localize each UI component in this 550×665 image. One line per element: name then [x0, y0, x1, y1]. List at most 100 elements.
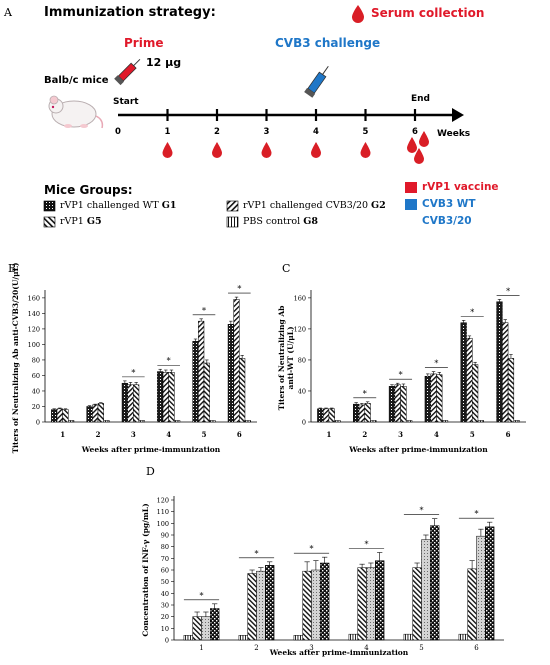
bar: [370, 420, 377, 423]
bar: [256, 570, 266, 641]
x-tick-label: 5: [419, 644, 423, 652]
wt-legend-label: CVB3 WT: [422, 198, 476, 210]
y-tick-label: 140: [28, 310, 40, 318]
wt-swatch: [405, 199, 417, 210]
bar: [317, 408, 324, 423]
y-tick-label: 0: [302, 419, 306, 427]
bar: [403, 633, 413, 641]
bar: [233, 299, 240, 423]
y-tick-label: 70: [161, 555, 169, 563]
x-tick-label: 4: [166, 430, 171, 439]
bar: [424, 375, 431, 423]
y-tick-label: 120: [157, 497, 169, 505]
y-tick-label: 100: [28, 341, 40, 349]
x-tick-label: 6: [237, 430, 242, 439]
bar: [174, 420, 181, 423]
bar: [56, 408, 63, 423]
y-axis-label: Titers of Neutralizing Ab anti-CVB3/20(U…: [11, 263, 20, 454]
bar: [322, 408, 330, 423]
timeline-tick-label: 1: [164, 127, 171, 137]
significance-star: *: [399, 371, 403, 380]
bar: [201, 616, 211, 641]
panel-a-letter: A: [4, 6, 12, 19]
x-tick-label: 5: [202, 430, 207, 439]
x-tick-label: 2: [362, 430, 367, 439]
bar: [328, 408, 335, 423]
bar: [467, 568, 477, 641]
bar: [466, 337, 473, 423]
x-tick-label: 1: [326, 430, 331, 439]
start-label: Start: [113, 97, 139, 107]
y-tick-label: 30: [161, 602, 169, 610]
bar: [436, 374, 443, 423]
bar: [421, 539, 431, 641]
bar: [239, 358, 246, 423]
y-tick-label: 120: [294, 325, 306, 333]
timeline-tick-label: 5: [362, 127, 369, 137]
y-tick-label: 0: [36, 419, 40, 427]
bar: [400, 386, 407, 423]
panel-d-letter: D: [146, 465, 155, 478]
significance-star: *: [506, 287, 510, 296]
significance-star: *: [131, 368, 135, 377]
bar: [238, 635, 248, 641]
bar: [247, 573, 257, 641]
timeline-tick-label: 3: [263, 127, 270, 137]
y-axis-label: Concentration of INF-γ (pg/mL): [141, 503, 150, 636]
y-tick-label: 60: [161, 567, 169, 575]
serum-drop-icon: [261, 142, 272, 158]
serum-drop-icon: [311, 142, 321, 158]
bar: [183, 635, 193, 641]
serum-collection-label: Serum collection: [371, 6, 485, 20]
x-tick-label: 6: [506, 430, 511, 439]
bar: [244, 420, 251, 423]
timeline-tick-label: 2: [214, 127, 220, 137]
bar: [227, 324, 234, 423]
group-g1: rVP1 challenged WT G1: [60, 200, 177, 211]
bar: [209, 420, 216, 423]
significance-star: *: [200, 591, 204, 600]
timeline-tick-label: 4: [313, 127, 319, 137]
x-tick-label: 3: [398, 430, 403, 439]
bar: [476, 535, 486, 641]
y-tick-label: 40: [32, 387, 40, 395]
bar: [168, 372, 175, 423]
bar: [162, 372, 169, 423]
timeline-tick-label: 6: [412, 127, 418, 137]
panel-c-letter: C: [282, 262, 291, 275]
x-tick-label: 4: [364, 644, 369, 652]
bar: [97, 403, 104, 423]
x-axis-label: Weeks after prime-immunization: [81, 445, 221, 454]
bar: [348, 633, 358, 641]
bar: [68, 420, 75, 423]
timeline-tick-label: 0: [115, 127, 121, 137]
bar: [320, 562, 330, 641]
chart-d: 0 10 20 30 40 50 60 70 80 90 100 110 120 Concentratio…: [141, 496, 504, 657]
significance-star: *: [475, 510, 479, 519]
serum-drop-icon: [212, 142, 222, 158]
bar: [210, 608, 220, 641]
significance-star: *: [167, 357, 171, 366]
group-g5: rVP1 G5: [60, 216, 102, 227]
x-axis-label: Weeks after prime-immunization: [348, 445, 488, 454]
end-label: End: [411, 94, 430, 104]
bar: [265, 565, 275, 641]
serum-drop-icon: [414, 148, 424, 164]
x-tick-label: 4: [434, 430, 439, 439]
bar: [357, 567, 367, 641]
y-tick-label: 20: [32, 403, 40, 411]
x-tick-label: 1: [60, 430, 65, 439]
serum-drop-icon: [162, 142, 173, 158]
bar: [485, 526, 495, 641]
bar: [430, 525, 440, 641]
y-tick-label: 10: [161, 625, 169, 633]
bar: [121, 382, 128, 423]
challenge-label: CVB3 challenge: [275, 36, 381, 50]
bar: [311, 569, 321, 641]
prime-label: Prime: [124, 36, 164, 50]
mouse-icon: [48, 95, 104, 129]
bar: [192, 341, 199, 423]
y-tick-label: 120: [28, 325, 40, 333]
significance-star: *: [255, 549, 259, 558]
x-tick-label: 1: [199, 644, 203, 652]
